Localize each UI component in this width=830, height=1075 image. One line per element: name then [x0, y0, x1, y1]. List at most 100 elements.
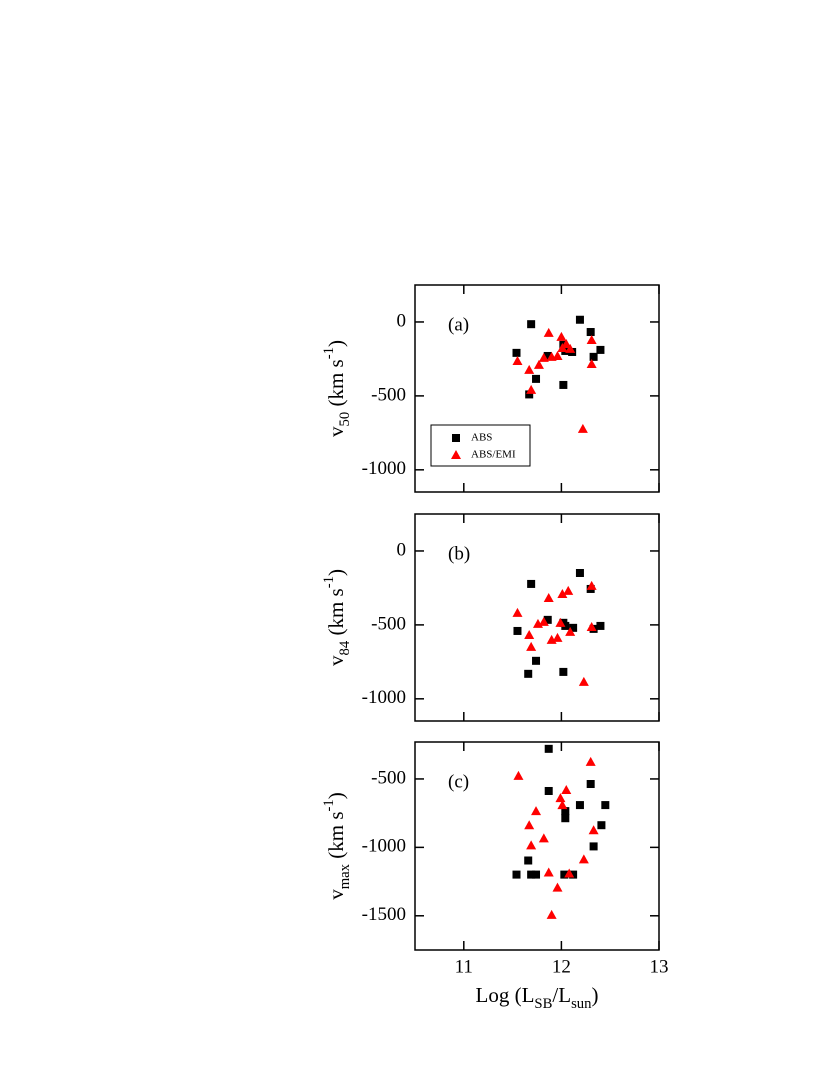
label-part: (km s	[324, 588, 348, 641]
plot-frame	[414, 741, 660, 951]
point	[586, 358, 597, 368]
label-part: /L	[552, 983, 571, 1007]
point	[597, 821, 606, 830]
label-part: )	[324, 569, 348, 576]
point	[569, 623, 578, 632]
point	[544, 786, 553, 795]
point	[552, 632, 563, 642]
point	[601, 801, 610, 810]
point	[552, 350, 563, 360]
legend-label: ABS	[471, 432, 492, 444]
label-part: 50	[337, 412, 353, 427]
point	[543, 592, 554, 602]
label-part: v	[324, 655, 348, 666]
label-part: )	[324, 792, 348, 799]
point	[575, 801, 584, 810]
legend-label: ABS/EMI	[471, 449, 516, 461]
y-tick-label: -1500	[362, 904, 406, 925]
point	[513, 626, 522, 635]
point	[596, 345, 605, 354]
point	[578, 676, 589, 686]
point	[589, 842, 598, 851]
point	[561, 785, 572, 795]
point	[557, 800, 568, 810]
point	[586, 335, 597, 345]
label-part: )	[591, 983, 598, 1007]
point	[512, 348, 521, 357]
point	[532, 870, 541, 879]
point	[532, 374, 541, 383]
legend-marker	[451, 450, 461, 459]
label-part: Log (L	[476, 983, 535, 1007]
plot-frame	[414, 513, 660, 722]
x-tick-label: 11	[455, 956, 473, 977]
point	[527, 870, 536, 879]
label-part: 84	[337, 640, 353, 655]
y-axis-label: vmax (km s-1)	[321, 792, 353, 900]
point	[526, 641, 537, 651]
point	[526, 384, 537, 394]
point	[561, 807, 570, 816]
point	[569, 870, 578, 879]
point	[555, 793, 566, 803]
point	[586, 328, 595, 337]
legend-box	[430, 424, 531, 467]
label-part: (km s	[324, 359, 348, 412]
point	[526, 840, 537, 850]
point	[575, 568, 584, 577]
point	[513, 770, 524, 780]
point	[557, 588, 568, 598]
point	[546, 909, 557, 919]
point	[543, 867, 554, 877]
point	[556, 331, 567, 341]
legend-marker	[452, 434, 460, 442]
x-tick-label: 12	[552, 956, 571, 977]
label-part: SB	[534, 996, 552, 1012]
label-part: (km s	[324, 811, 348, 864]
point	[524, 820, 535, 830]
label-part: -1	[321, 576, 337, 588]
y-tick-label: -1000	[362, 458, 406, 479]
point	[527, 579, 536, 588]
point	[533, 359, 544, 369]
point	[561, 338, 572, 348]
point	[561, 621, 570, 630]
x-tick-label: 13	[650, 956, 669, 977]
y-tick-label: -1000	[362, 836, 406, 857]
y-tick-label: -1000	[362, 687, 406, 708]
point	[524, 364, 535, 374]
point	[561, 814, 570, 823]
point	[565, 343, 576, 353]
label-part: sun	[571, 996, 592, 1012]
point	[552, 882, 563, 892]
label-part: )	[324, 340, 348, 347]
label-part: v	[324, 889, 348, 900]
point	[512, 870, 521, 879]
panel-label: (b)	[448, 543, 470, 564]
panel-label: (c)	[448, 771, 469, 792]
point	[555, 617, 566, 627]
point	[524, 669, 533, 678]
point	[544, 744, 553, 753]
point	[512, 607, 523, 617]
point	[543, 615, 552, 624]
label-part: -1	[321, 347, 337, 359]
y-tick-label: -500	[371, 384, 406, 405]
point	[560, 870, 569, 879]
point	[565, 626, 576, 636]
y-tick-label: -500	[371, 767, 406, 788]
point	[527, 320, 536, 329]
point	[586, 621, 597, 631]
point	[543, 351, 552, 360]
label-part: v	[324, 426, 348, 437]
point	[543, 327, 554, 337]
label-part: -1	[321, 799, 337, 811]
point	[589, 352, 598, 361]
y-tick-label: -500	[371, 613, 406, 634]
point	[575, 315, 584, 324]
panel-label: (a)	[448, 314, 469, 335]
y-axis-label: v84 (km s-1)	[321, 569, 353, 666]
point	[564, 868, 575, 878]
